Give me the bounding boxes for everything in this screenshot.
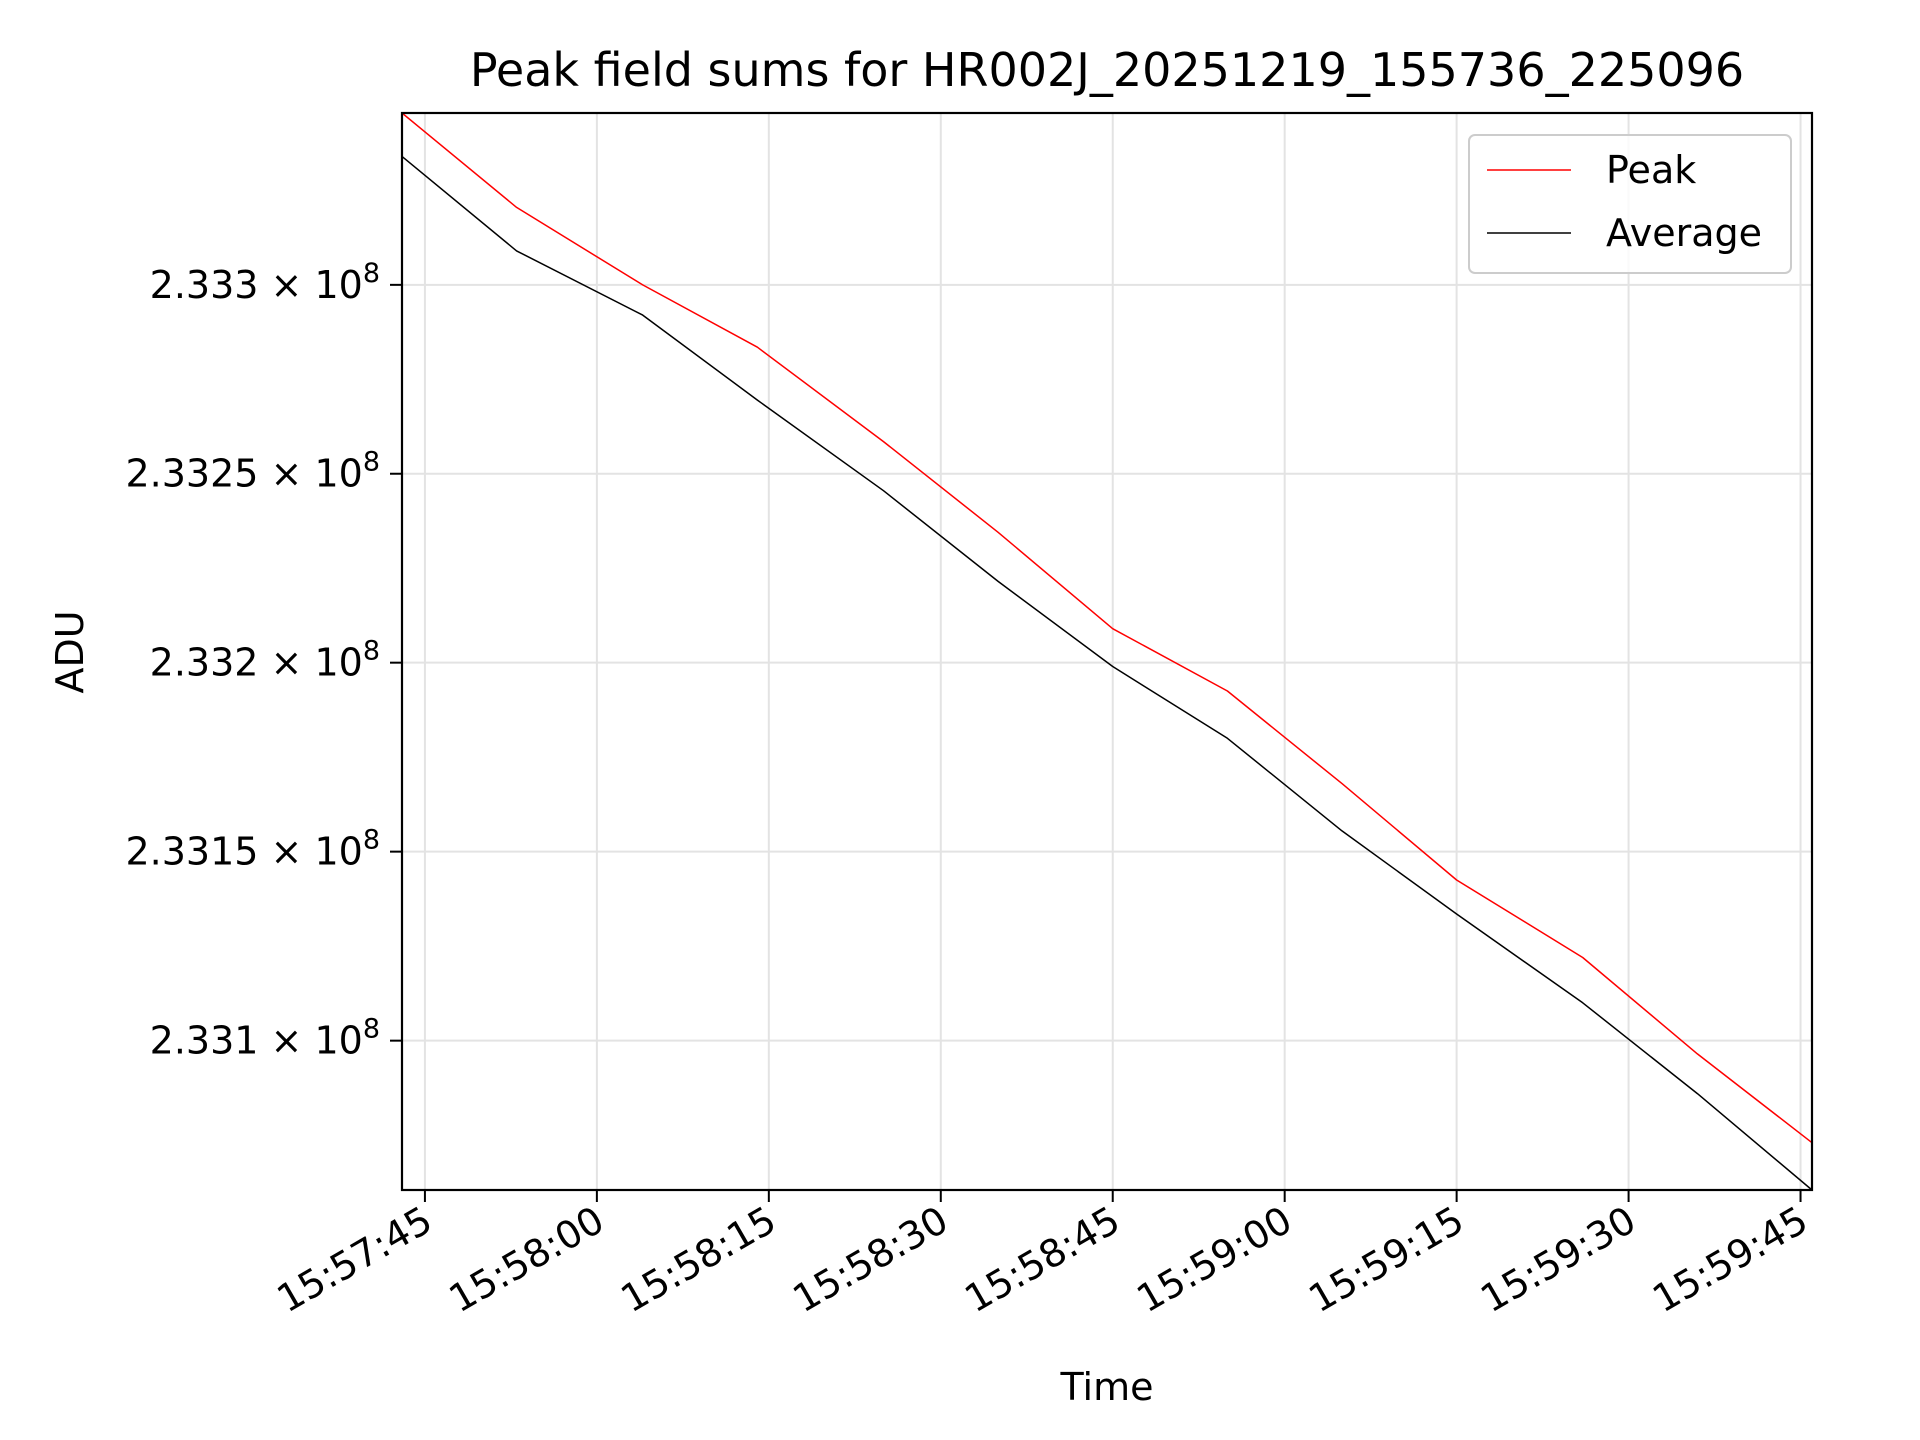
y-tick-label: 2.3325 × 108 bbox=[125, 447, 380, 496]
grid-lines bbox=[402, 113, 1812, 1190]
y-axis-ticks: 2.331 × 108 2.3315 × 108 2.332 × 108 2.3325… bbox=[125, 258, 402, 1063]
y-tick-label: 2.333 × 108 bbox=[150, 258, 380, 307]
series-layer bbox=[401, 112, 1813, 1191]
legend-average-label: Average bbox=[1606, 211, 1762, 255]
y-tick-label: 2.3315 × 108 bbox=[125, 825, 380, 874]
legend: Peak Average bbox=[1468, 134, 1792, 274]
legend-peak-label: Peak bbox=[1606, 148, 1696, 192]
y-axis-label: ADU bbox=[48, 610, 92, 693]
plot-area bbox=[402, 113, 1812, 1190]
series-line-average bbox=[401, 155, 1813, 1191]
plot-frame bbox=[400, 111, 1814, 1192]
y-tick-label: 2.332 × 108 bbox=[150, 636, 380, 685]
series-line-peak bbox=[401, 112, 1813, 1144]
chart-title: Peak field sums for HR002J_20251219_1557… bbox=[470, 43, 1744, 97]
x-axis-label: Time bbox=[1060, 1365, 1154, 1409]
y-tick-label: 2.331 × 108 bbox=[150, 1014, 380, 1063]
